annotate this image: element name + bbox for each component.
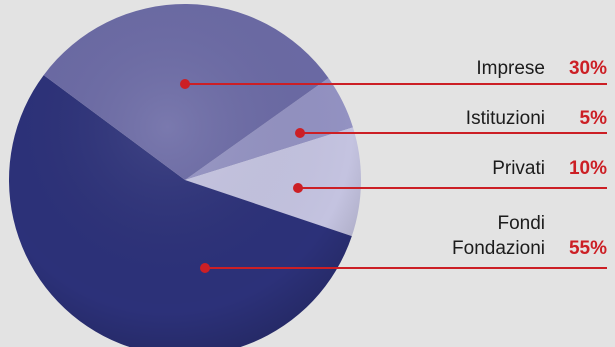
value-imprese: 30% — [568, 58, 607, 79]
leader-dot-fondi-fondazioni — [200, 263, 210, 273]
value-istituzioni: 5% — [579, 108, 607, 129]
value-privati: 10% — [568, 158, 607, 179]
leader-dot-imprese — [180, 79, 190, 89]
label-fondi: Fondi — [497, 213, 545, 234]
pie-shading — [9, 4, 361, 347]
label-istituzioni: Istituzioni — [465, 108, 545, 129]
leader-dot-istituzioni — [295, 128, 305, 138]
label-fondazioni: Fondazioni — [452, 238, 545, 259]
label-privati: Privati — [492, 158, 545, 179]
value-fondi-fondazioni: 55% — [568, 238, 607, 259]
label-imprese: Imprese — [476, 58, 545, 79]
leader-dot-privati — [293, 183, 303, 193]
